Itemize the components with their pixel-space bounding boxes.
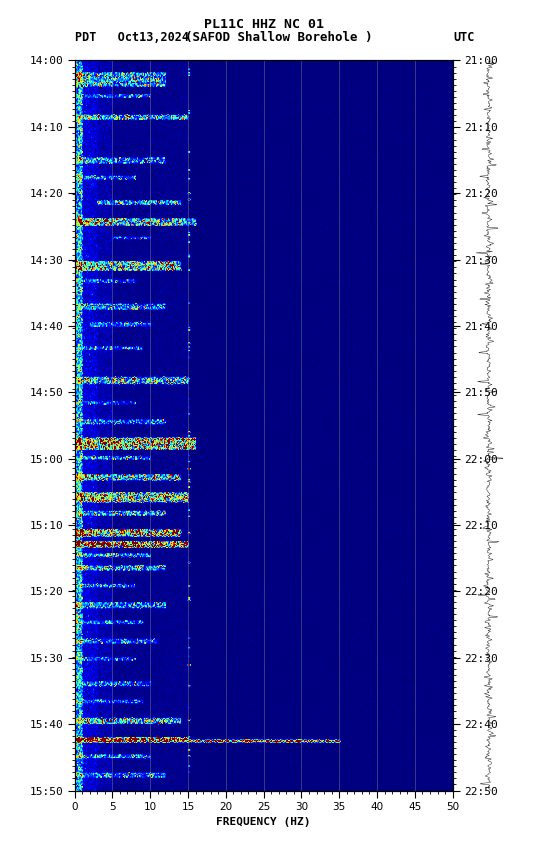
Text: UTC: UTC	[454, 30, 475, 44]
Text: PL11C HHZ NC 01: PL11C HHZ NC 01	[204, 17, 324, 31]
X-axis label: FREQUENCY (HZ): FREQUENCY (HZ)	[216, 817, 311, 827]
Text: (SAFOD Shallow Borehole ): (SAFOD Shallow Borehole )	[155, 30, 373, 44]
Text: PDT   Oct13,2024: PDT Oct13,2024	[75, 30, 189, 44]
